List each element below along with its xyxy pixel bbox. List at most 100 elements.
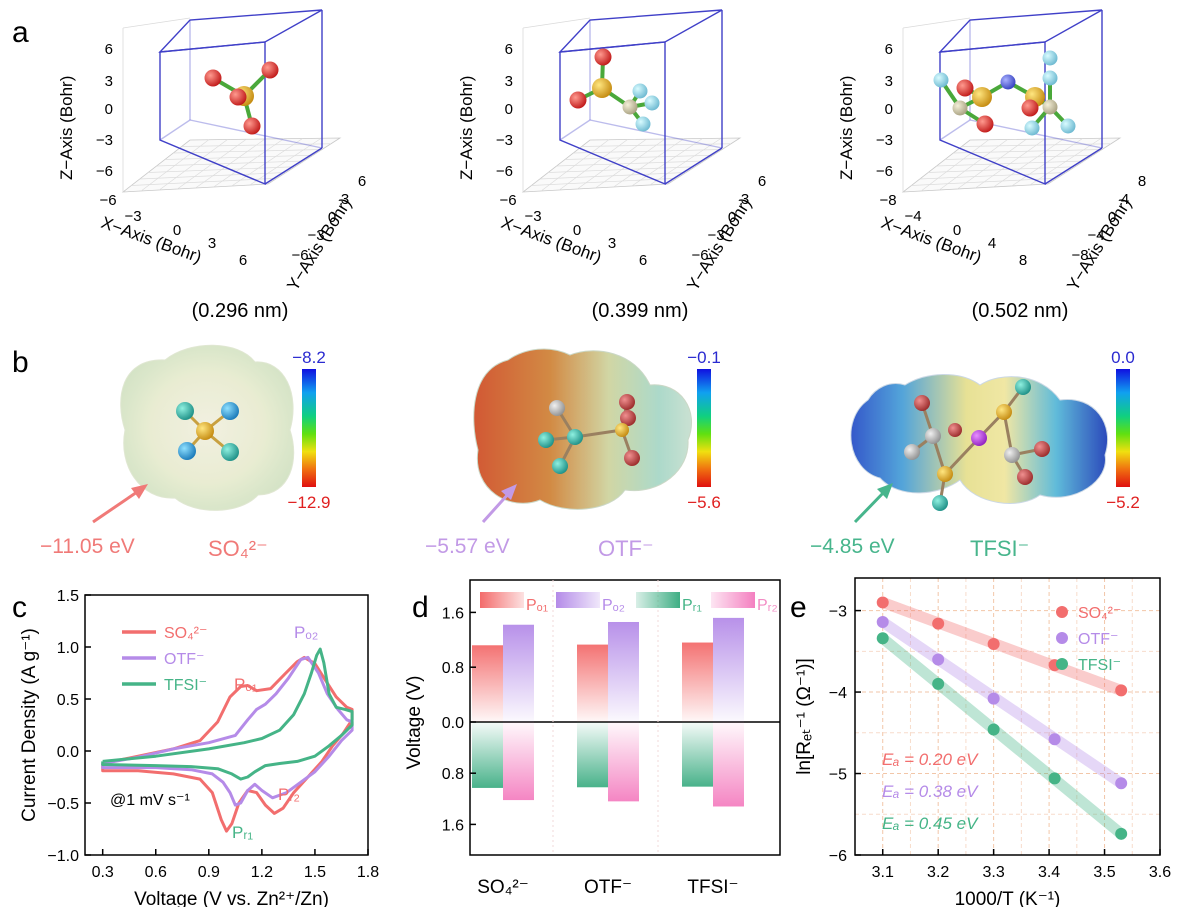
z-tick-label: 6	[105, 41, 113, 58]
x-tick-label: 4	[988, 235, 996, 252]
legend-swatch	[711, 592, 755, 608]
y-tick-label: −1.0	[47, 848, 79, 865]
panel-d-peak-voltage-bars: 0.0 0.8 1.6 0.8 1.6 Voltage (V) SO₄²⁻ OTF⁻ TFSI⁻…	[404, 579, 781, 898]
colorbar-so4-max: −8.2	[292, 348, 326, 367]
data-point	[876, 596, 889, 609]
legend-swatch	[1056, 658, 1068, 670]
panel-c-cv-curves: 0.3 0.6 0.9 1.2 1.5 1.8 −1.0 −0.5 0.0 0.5 1.0 1.5 Vo…	[19, 588, 379, 907]
panel-e-arrhenius-plot: 3.1 3.2 3.3 3.4 3.5 3.6 −6 −5 −4 −3 1000/T (K⁻¹) ln…	[794, 577, 1171, 907]
energy-arrow-otf	[481, 484, 517, 524]
y-axis-label: Y−Axis (Bohr)	[1063, 195, 1135, 294]
fit-line	[877, 616, 1127, 789]
esp-map-otf	[473, 348, 693, 510]
x-tick-label: 3.2	[927, 864, 949, 881]
atom-F	[644, 95, 660, 111]
x-tick-label: 0	[953, 222, 961, 239]
z-tick-label: 0	[885, 101, 893, 118]
bar-pr2	[713, 722, 744, 807]
x-tick-label: −6	[499, 192, 516, 209]
energy-value-otf: −5.57 eV	[425, 535, 510, 558]
y-tick-label: 0	[728, 209, 736, 226]
atom-F	[933, 72, 949, 88]
y-tick-label: −6	[291, 247, 308, 264]
category-label: TFSI⁻	[687, 877, 738, 898]
x-axis-label: 1000/T (K⁻¹)	[955, 889, 1061, 907]
z-axis-label: Z−Axis (Bohr)	[57, 76, 76, 180]
y-tick-label: 6	[758, 173, 766, 190]
atom-C	[1042, 99, 1058, 115]
z-axis-label: Z−Axis (Bohr)	[457, 76, 476, 180]
molecule	[569, 48, 660, 132]
x-axis-label: X−Axis (Bohr)	[99, 213, 204, 267]
y-tick-label: −5	[829, 767, 847, 784]
legend-label: OTF⁻	[164, 651, 204, 668]
data-point	[1115, 684, 1128, 697]
colorbar-tfsi-max: 0.0	[1111, 348, 1135, 367]
size-label: (0.296 nm)	[192, 300, 289, 322]
atom-N	[1000, 74, 1016, 90]
energy-arrow-so4	[92, 484, 148, 524]
y-axis-label: Y−Axis (Bohr)	[683, 195, 755, 294]
atom-O	[594, 48, 612, 66]
x-tick-label: 0	[173, 222, 181, 239]
plot-frame	[469, 579, 781, 856]
y-tick-label: 3	[741, 191, 749, 208]
x-tick-label: −4	[904, 208, 921, 225]
data-point	[987, 637, 1000, 650]
category-label: OTF⁻	[584, 877, 632, 898]
x-tick-label: 8	[1019, 252, 1027, 269]
z-tick-label: −3	[496, 132, 513, 149]
legend-label: SO₄²⁻	[1078, 605, 1121, 622]
y-tick-label: 6	[358, 173, 366, 190]
fit-line	[877, 596, 1127, 696]
ion-name-otf: OTF⁻	[598, 536, 654, 561]
y-tick-label: −3	[829, 604, 847, 621]
category-label: SO₄²⁻	[477, 877, 529, 898]
y-tick-label: 0.0	[442, 715, 464, 732]
size-label: (0.399 nm)	[592, 300, 689, 322]
atom-O	[261, 61, 279, 79]
legend-label: Pᵣ₂	[757, 597, 778, 614]
x-tick-label: −8	[879, 192, 896, 209]
x-tick-label: 3.3	[983, 864, 1005, 881]
atom-S	[972, 87, 992, 107]
energy-value-tfsi: −4.85 eV	[810, 535, 895, 558]
atom-F	[1042, 50, 1058, 66]
peak-label-pr1: Pᵣ₁	[232, 823, 253, 842]
ion-name-tfsi: TFSI⁻	[970, 536, 1029, 561]
z-tick-label: 3	[885, 73, 893, 90]
x-tick-label: 0.9	[198, 864, 220, 881]
y-tick-label: 3	[341, 191, 349, 208]
x-tick-label: 3.1	[872, 864, 894, 881]
bar-pr1	[577, 722, 608, 788]
activation-energy-label: Eₐ = 0.20 eV	[882, 750, 979, 769]
legend-swatch	[1056, 632, 1068, 644]
x-tick-label: 3.6	[1149, 864, 1171, 881]
bar-pr1	[682, 722, 713, 787]
atom-F	[632, 83, 648, 99]
z-tick-label: −6	[96, 163, 113, 180]
bar-po1	[472, 645, 503, 722]
y-tick-label: −4	[829, 685, 847, 702]
x-axis-label: X−Axis (Bohr)	[499, 213, 604, 267]
activation-energy-label: Eₐ = 0.45 eV	[882, 814, 979, 833]
esp-map-so4	[120, 344, 295, 511]
atom-O	[229, 88, 247, 106]
data-point	[1048, 772, 1061, 785]
y-tick-label: 1.6	[442, 817, 464, 834]
colorbar-otf: −0.1 −5.6	[687, 348, 721, 512]
z-tick-label: 6	[505, 41, 513, 58]
legend-label: Pᵣ₁	[682, 597, 702, 614]
data-point	[876, 615, 889, 628]
y-axis-label: Y−Axis (Bohr)	[283, 195, 355, 294]
data-point	[987, 723, 1000, 736]
x-tick-label: 6	[239, 252, 247, 269]
z-tick-label: 3	[105, 73, 113, 90]
colorbar-otf-min: −5.6	[687, 493, 721, 512]
atom-F	[1060, 118, 1076, 134]
y-tick-label: 0.8	[442, 766, 464, 783]
x-tick-label: −3	[524, 208, 541, 225]
panel-label-e: e	[790, 591, 807, 624]
y-tick-label: 4	[1121, 191, 1129, 208]
